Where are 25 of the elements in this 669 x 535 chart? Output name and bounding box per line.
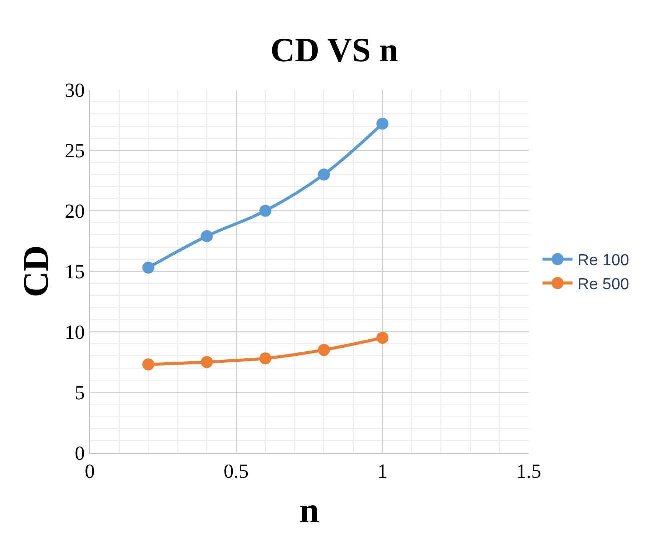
legend-label: Re 500 [578, 276, 630, 294]
point [201, 230, 214, 242]
x-axis-title: n [299, 490, 320, 531]
point [376, 332, 389, 344]
point [142, 262, 155, 274]
point [201, 356, 214, 368]
y-axis-title: CD [16, 246, 56, 298]
point [318, 344, 330, 356]
y-tick-label: 20 [65, 201, 85, 223]
chart-title: CD VS n [270, 32, 399, 70]
x-tick-label: 1 [378, 461, 388, 483]
point [260, 352, 272, 365]
point [142, 358, 155, 371]
point [318, 168, 330, 181]
y-tick-label: 10 [65, 322, 85, 344]
point [260, 205, 272, 217]
y-tick-label: 0 [75, 443, 85, 465]
x-tick-label: 0.5 [224, 461, 249, 483]
y-tick-label: 5 [75, 382, 85, 404]
y-tick-label: 30 [65, 80, 85, 102]
y-tick-label: 25 [65, 140, 85, 162]
y-tick-label: 15 [65, 262, 85, 284]
x-tick-label: 1.5 [516, 461, 542, 483]
point [376, 118, 389, 130]
legend-label: Re 100 [578, 252, 630, 270]
